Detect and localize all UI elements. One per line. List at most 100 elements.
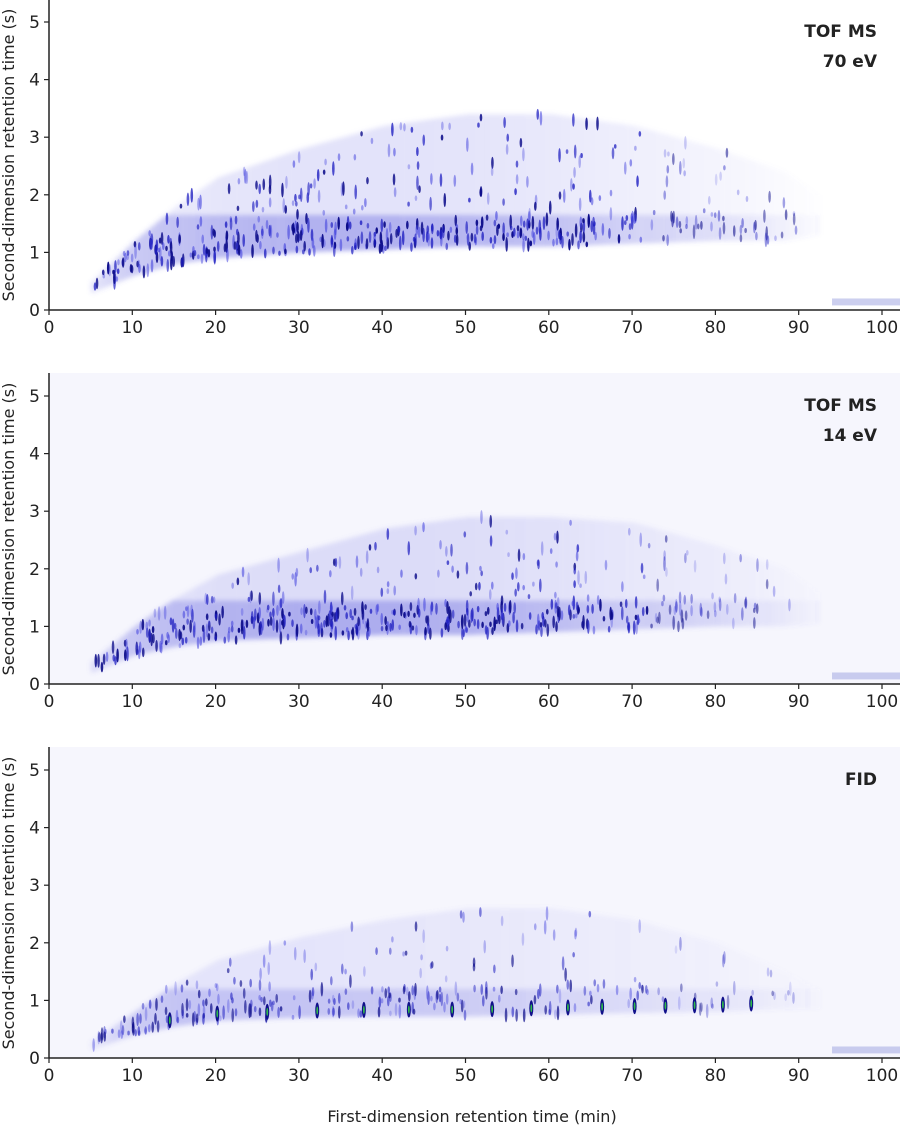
peak — [628, 223, 632, 231]
cloud-main-band — [315, 988, 321, 1018]
peak — [322, 169, 326, 175]
peak — [111, 1028, 114, 1034]
peak — [726, 994, 730, 1010]
peak — [347, 1002, 350, 1011]
cloud-column — [370, 922, 376, 1017]
cloud-main-band — [520, 988, 526, 1016]
peak — [444, 622, 447, 631]
peak — [221, 605, 224, 619]
peak — [145, 627, 149, 638]
cloud-main-band — [740, 600, 746, 627]
peak — [159, 640, 162, 653]
peak — [149, 235, 152, 251]
peak — [386, 588, 390, 595]
peak — [312, 245, 316, 257]
peak — [196, 224, 200, 230]
cloud-main-band — [150, 999, 156, 1032]
cloud-main-band — [100, 271, 106, 289]
peak — [144, 1006, 148, 1022]
peak — [462, 911, 465, 923]
cloud-main-band — [565, 600, 571, 632]
peak — [286, 633, 290, 641]
baseline-bleed — [832, 1046, 900, 1054]
peak — [627, 622, 630, 631]
cloud-column — [465, 516, 471, 636]
peak — [619, 601, 623, 608]
cloud-main-band — [685, 600, 691, 628]
cloud-column — [650, 130, 656, 244]
peak — [788, 598, 791, 612]
peak — [116, 648, 119, 663]
peak — [411, 625, 415, 631]
cloud-main-band — [280, 988, 286, 1019]
peak — [559, 232, 562, 245]
cloud-main-band — [755, 214, 761, 241]
peak — [330, 221, 334, 228]
peak — [164, 640, 168, 646]
peak — [123, 649, 127, 662]
cloud-column — [765, 166, 771, 241]
peak — [502, 233, 505, 242]
peak — [330, 976, 333, 986]
peak — [406, 220, 409, 230]
peak — [535, 624, 538, 635]
x-tick-label: 20 — [205, 318, 227, 338]
peak — [410, 126, 414, 133]
peak — [404, 950, 408, 956]
peak — [772, 585, 776, 598]
peak — [491, 156, 494, 169]
peak — [453, 174, 457, 187]
peak — [281, 591, 285, 604]
cloud-main-band — [605, 214, 611, 245]
peak — [167, 634, 171, 643]
y-tick-label: 3 — [29, 128, 40, 148]
peak — [445, 546, 448, 557]
peak — [587, 619, 590, 634]
cloud-column — [325, 544, 331, 637]
peak — [425, 615, 428, 624]
peak — [300, 607, 303, 616]
cloud-column — [715, 148, 721, 241]
cloud-column — [480, 114, 486, 247]
cloud-column — [665, 928, 671, 1013]
peak — [295, 201, 298, 207]
peak — [239, 980, 243, 988]
peak — [489, 236, 493, 244]
peak — [714, 173, 718, 186]
peak — [242, 233, 246, 247]
cloud-main-band — [700, 600, 706, 627]
peak — [498, 994, 501, 1003]
cloud-column — [355, 925, 361, 1017]
cloud-column — [515, 516, 521, 634]
cloud-column — [505, 908, 511, 1016]
peak — [214, 613, 218, 619]
cloud-main-band — [735, 600, 741, 627]
cloud-main-band — [330, 214, 336, 252]
cloud-main-band — [570, 214, 576, 246]
peak — [636, 990, 640, 1001]
peak — [506, 232, 509, 238]
peak — [481, 621, 484, 629]
peak — [325, 615, 329, 628]
peak — [282, 198, 286, 214]
x-tick-label: 40 — [371, 692, 393, 712]
x-tick-label: 40 — [371, 318, 393, 338]
peak — [769, 969, 773, 978]
peak — [569, 519, 572, 526]
peak — [262, 954, 266, 968]
peak — [380, 218, 384, 233]
peak — [540, 626, 543, 638]
cloud-main-band — [210, 600, 216, 642]
peak — [332, 161, 335, 176]
peak — [556, 217, 559, 231]
peak — [419, 967, 422, 979]
peak — [574, 927, 578, 937]
peak — [359, 1010, 363, 1018]
peak — [235, 241, 239, 250]
peak — [148, 619, 151, 627]
peak — [567, 604, 571, 616]
cloud-column — [375, 127, 381, 250]
cloud-main-band — [125, 1016, 131, 1038]
cloud-column — [500, 114, 506, 247]
cloud-column — [625, 124, 631, 244]
